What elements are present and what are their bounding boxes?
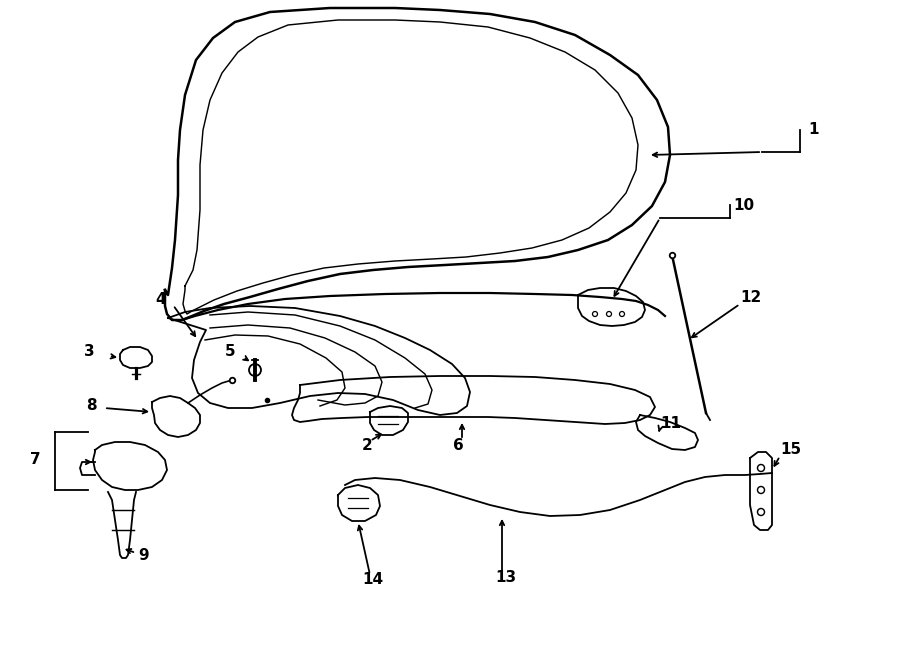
Polygon shape [152,396,200,437]
Polygon shape [292,376,655,424]
Text: 7: 7 [30,453,40,467]
Text: 12: 12 [740,290,761,305]
Text: 8: 8 [86,399,96,414]
Text: 15: 15 [780,442,801,457]
Text: 5: 5 [225,344,236,360]
Polygon shape [750,452,772,530]
Polygon shape [370,406,408,435]
Polygon shape [578,288,645,326]
Text: 1: 1 [808,122,818,137]
Text: 2: 2 [362,438,373,453]
Text: 13: 13 [495,570,516,586]
Text: 4: 4 [155,293,166,307]
Text: 14: 14 [362,572,383,588]
Text: 9: 9 [138,547,148,563]
Polygon shape [168,306,470,415]
Text: 6: 6 [453,438,464,453]
Text: 10: 10 [733,198,754,212]
Text: 3: 3 [84,344,94,360]
Polygon shape [120,347,152,368]
Text: 11: 11 [660,416,681,430]
Polygon shape [93,442,167,490]
Polygon shape [338,485,380,521]
Polygon shape [636,415,698,450]
